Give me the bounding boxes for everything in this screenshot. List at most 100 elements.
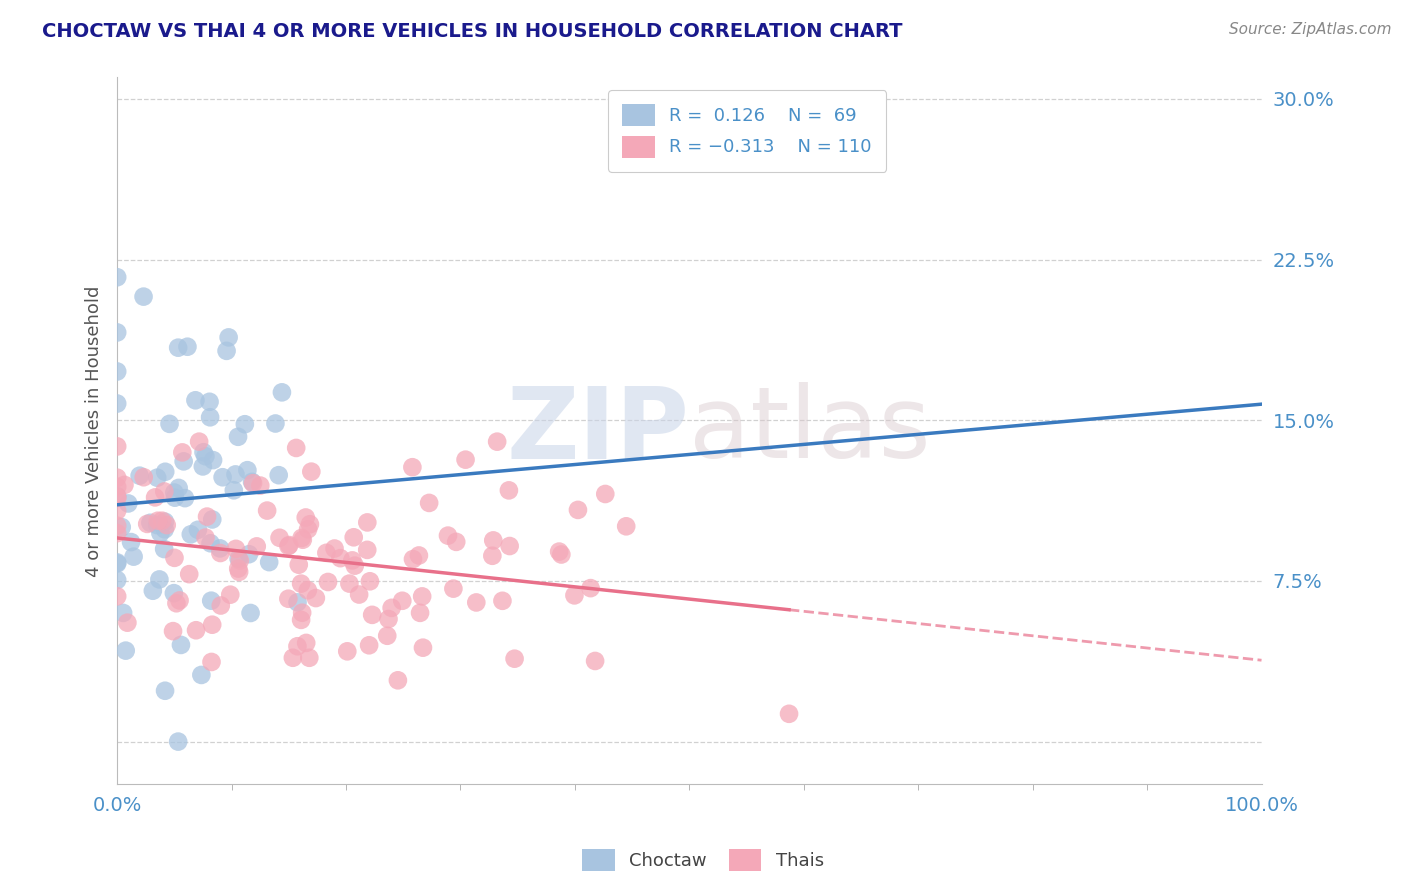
Text: atlas: atlas [689, 383, 931, 479]
Point [167, 481, 190, 495]
Point [201, 617, 224, 632]
Point [402, 552, 425, 566]
Point [201, 512, 224, 526]
Point [291, 533, 314, 547]
Point [148, 573, 170, 587]
Point [153, 515, 176, 529]
Point [257, 555, 280, 569]
Point [267, 468, 290, 483]
Point [246, 540, 269, 554]
Point [105, 480, 128, 494]
Point [149, 526, 172, 541]
Point [211, 470, 233, 484]
Point [172, 445, 194, 459]
Point [287, 595, 309, 609]
Point [242, 476, 264, 491]
Point [444, 534, 467, 549]
Point [239, 606, 262, 620]
Point [162, 624, 184, 639]
Point [163, 550, 186, 565]
Point [105, 270, 128, 285]
Point [105, 573, 128, 587]
Point [159, 417, 181, 431]
Point [264, 417, 287, 431]
Point [481, 549, 503, 563]
Point [200, 655, 222, 669]
Point [228, 565, 250, 579]
Point [105, 555, 128, 569]
Point [498, 539, 520, 553]
Point [387, 673, 409, 688]
Point [614, 519, 637, 533]
Point [143, 491, 166, 505]
Point [277, 591, 299, 606]
Point [336, 644, 359, 658]
Point [187, 523, 209, 537]
Point [233, 417, 256, 432]
Point [290, 613, 312, 627]
Point [194, 531, 217, 545]
Point [114, 643, 136, 657]
Point [114, 478, 136, 492]
Text: CHOCTAW VS THAI 4 OR MORE VEHICLES IN HOUSEHOLD CORRELATION CHART: CHOCTAW VS THAI 4 OR MORE VEHICLES IN HO… [42, 22, 903, 41]
Point [153, 522, 176, 536]
Point [418, 496, 440, 510]
Point [146, 514, 169, 528]
Point [240, 475, 263, 489]
Point [583, 654, 606, 668]
Point [132, 290, 155, 304]
Point [215, 343, 238, 358]
Point [202, 453, 225, 467]
Point [238, 547, 260, 561]
Point [195, 509, 218, 524]
Point [105, 557, 128, 571]
Point [117, 496, 139, 510]
Point [105, 471, 128, 485]
Point [198, 410, 221, 425]
Point [277, 539, 299, 553]
Point [209, 599, 232, 613]
Point [305, 591, 328, 605]
Point [287, 639, 309, 653]
Point [226, 561, 249, 575]
Legend: Choctaw, Thais: Choctaw, Thais [575, 842, 831, 879]
Point [179, 567, 201, 582]
Point [142, 583, 165, 598]
Y-axis label: 4 or more Vehicles in Household: 4 or more Vehicles in Household [86, 285, 103, 576]
Point [441, 582, 464, 596]
Point [191, 459, 214, 474]
Point [323, 541, 346, 556]
Point [105, 326, 128, 340]
Point [225, 541, 247, 556]
Point [200, 593, 222, 607]
Point [209, 546, 232, 560]
Point [343, 558, 366, 573]
Point [105, 504, 128, 518]
Point [491, 594, 513, 608]
Point [411, 590, 433, 604]
Point [299, 465, 322, 479]
Point [229, 553, 252, 567]
Point [163, 491, 186, 505]
Point [377, 612, 399, 626]
Point [412, 640, 434, 655]
Point [105, 364, 128, 378]
Point [200, 536, 222, 550]
Point [208, 541, 231, 556]
Point [120, 535, 142, 549]
Point [359, 574, 381, 589]
Point [132, 470, 155, 484]
Point [271, 385, 294, 400]
Point [359, 638, 381, 652]
Point [278, 538, 301, 552]
Point [105, 489, 128, 503]
Point [347, 588, 370, 602]
Point [163, 586, 186, 600]
Point [111, 520, 134, 534]
Point [290, 576, 312, 591]
Point [169, 593, 191, 607]
Point [163, 485, 186, 500]
Point [228, 551, 250, 566]
Point [136, 516, 159, 531]
Point [401, 460, 423, 475]
